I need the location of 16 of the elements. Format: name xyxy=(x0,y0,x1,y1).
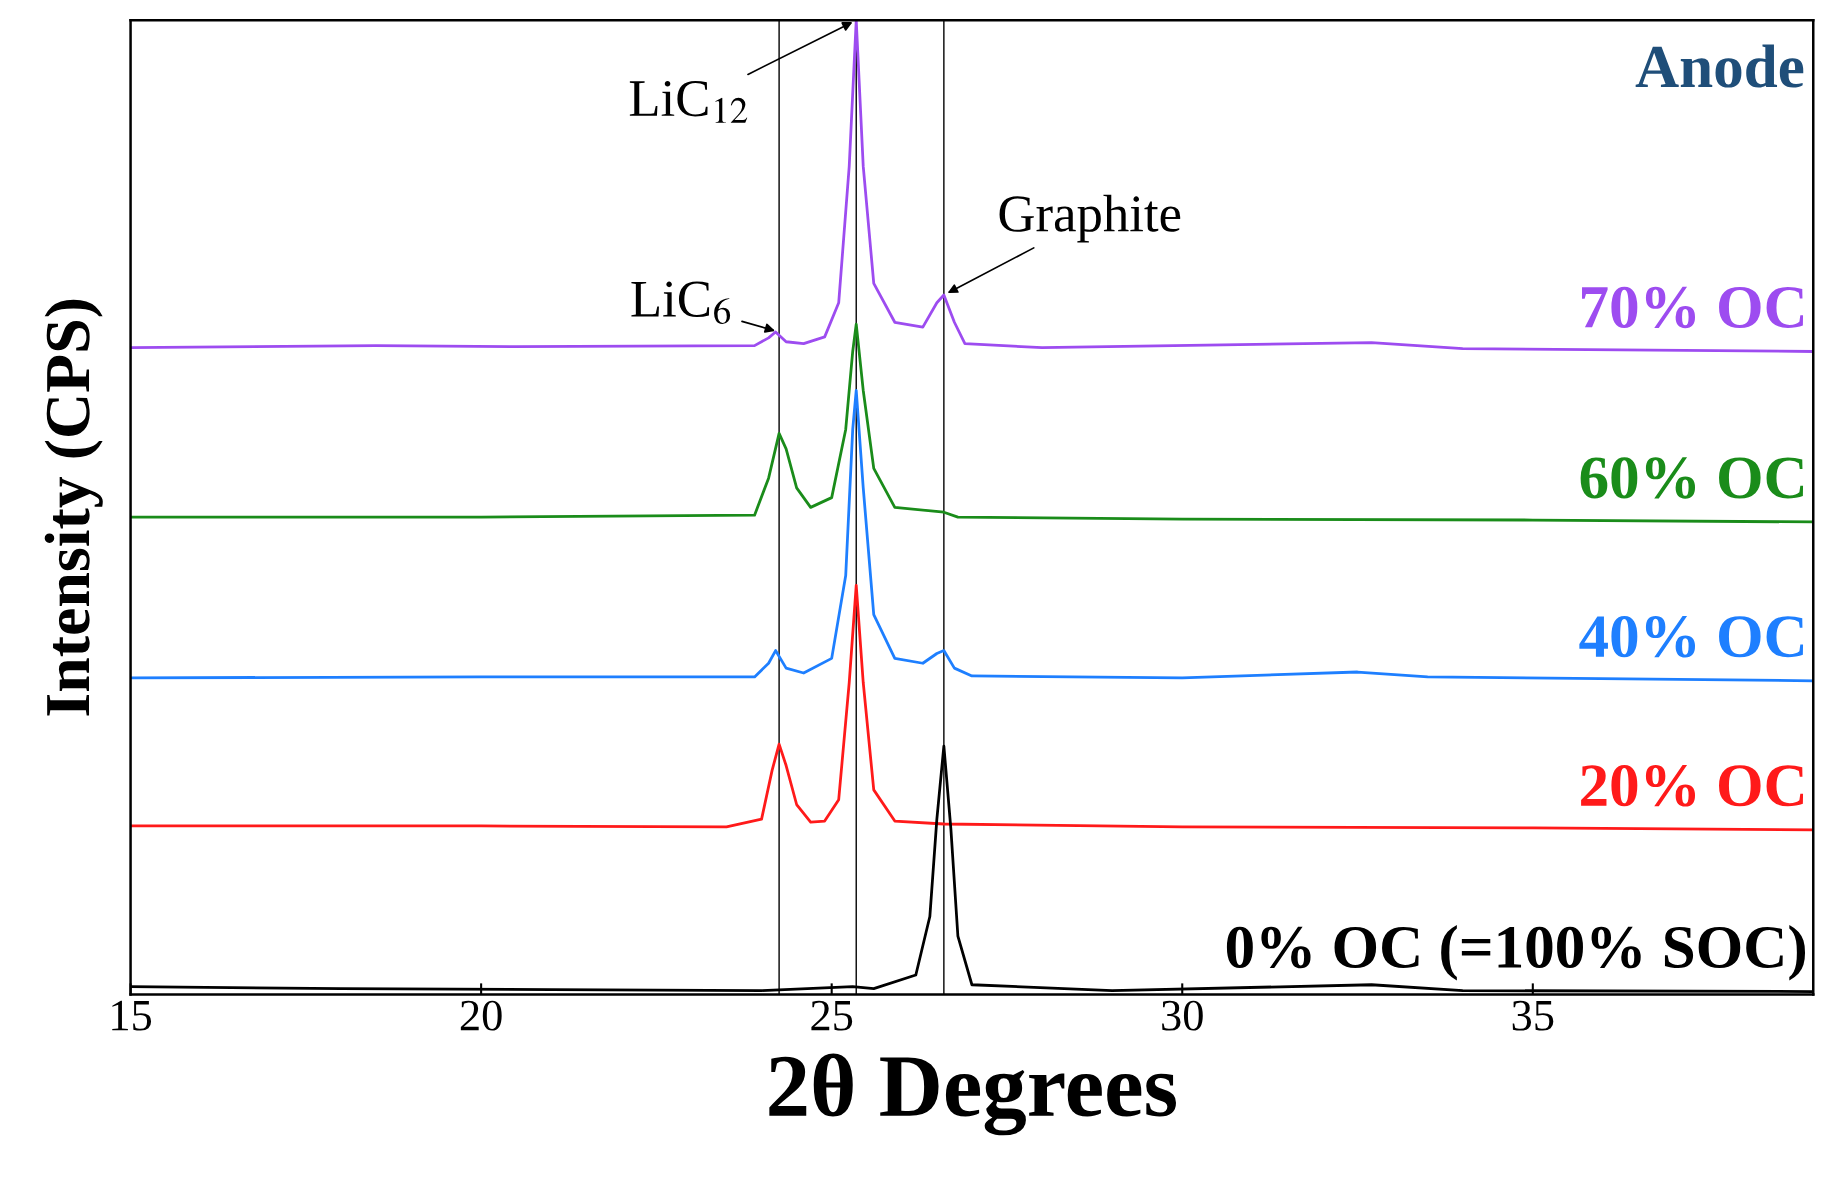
series-label: 60% OC xyxy=(1580,457,1804,499)
series-label: 70% OC xyxy=(1582,286,1804,329)
x-tick-label: 20 xyxy=(460,1000,502,1031)
annotation: Graphite xyxy=(999,194,1181,243)
x-tick-label: 25 xyxy=(811,1000,853,1031)
x-tick-label: 30 xyxy=(1162,1000,1203,1031)
series-label: 40% OC xyxy=(1579,616,1804,658)
x-tick-label: 35 xyxy=(1512,1000,1554,1031)
annotation: LiC$_{12}$ xyxy=(629,80,748,123)
series-label: 20% OC xyxy=(1581,765,1804,807)
annotation: LiC$_{6}$ xyxy=(631,281,731,325)
x-axis-title: 2θ Degrees xyxy=(769,1053,1176,1136)
annotation: Anode xyxy=(1635,44,1804,88)
x-tick-label: 15 xyxy=(112,1000,152,1031)
y-axis-title: Intensity (CPS) xyxy=(44,299,103,716)
series-label: 0% OC (=100% SOC) xyxy=(1226,925,1806,981)
